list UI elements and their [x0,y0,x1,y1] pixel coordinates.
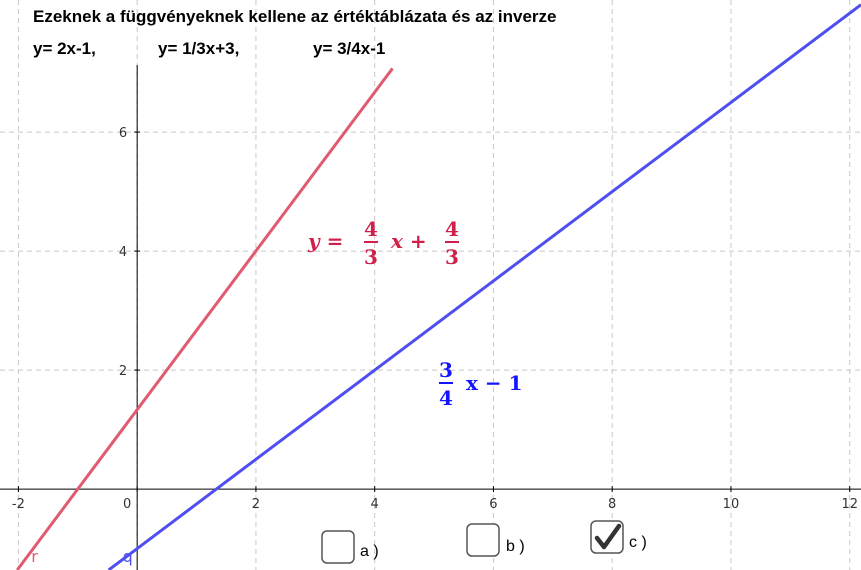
checkbox-label: a ) [360,543,379,560]
series-label: q [123,547,133,566]
x-tick-label: 8 [608,497,616,512]
x-tick-label: 4 [371,497,379,512]
series-label: r [31,547,38,566]
checkbox[interactable]: b ) [466,523,525,557]
y-tick-label: 4 [119,245,127,260]
chart-title: Ezeknek a függvényeknek kellene az érték… [33,7,557,26]
fraction-numerator: 3 [439,358,453,382]
checkbox-box [321,530,355,564]
x-tick-label: -2 [12,497,25,512]
subtitle: y= 2x-1, [33,39,96,58]
checkbox[interactable]: c ) [590,520,647,554]
formula-text: x − 1 [466,371,523,395]
fraction-denominator: 4 [439,386,453,410]
fraction-denominator: 3 [445,245,459,269]
subtitle: y= 1/3x+3, [158,39,239,58]
fraction-numerator: 4 [364,217,378,241]
fraction-numerator: 4 [445,217,459,241]
checkbox-box [466,523,500,557]
checkbox[interactable]: a ) [321,530,379,564]
y-tick-label: 6 [119,126,127,141]
x-tick-label: 0 [123,497,131,512]
plot: r q y = 4 3 x + 4 3 3 4 x − 1 [16,3,861,570]
x-tick-label: 12 [841,497,858,512]
formula-text: y = [307,229,343,253]
checkbox-label: c ) [629,534,647,551]
formula-text: x + [390,229,427,253]
x-tick-label: 6 [489,497,497,512]
x-tick-label: 10 [723,497,740,512]
checkbox-label: b ) [506,538,525,555]
line [16,67,394,570]
fraction-denominator: 3 [364,245,378,269]
x-tick-label: 2 [252,497,260,512]
y-tick-label: 2 [119,364,127,379]
checkmark [594,523,622,550]
line [107,3,861,570]
subtitle: y= 3/4x-1 [313,39,385,58]
